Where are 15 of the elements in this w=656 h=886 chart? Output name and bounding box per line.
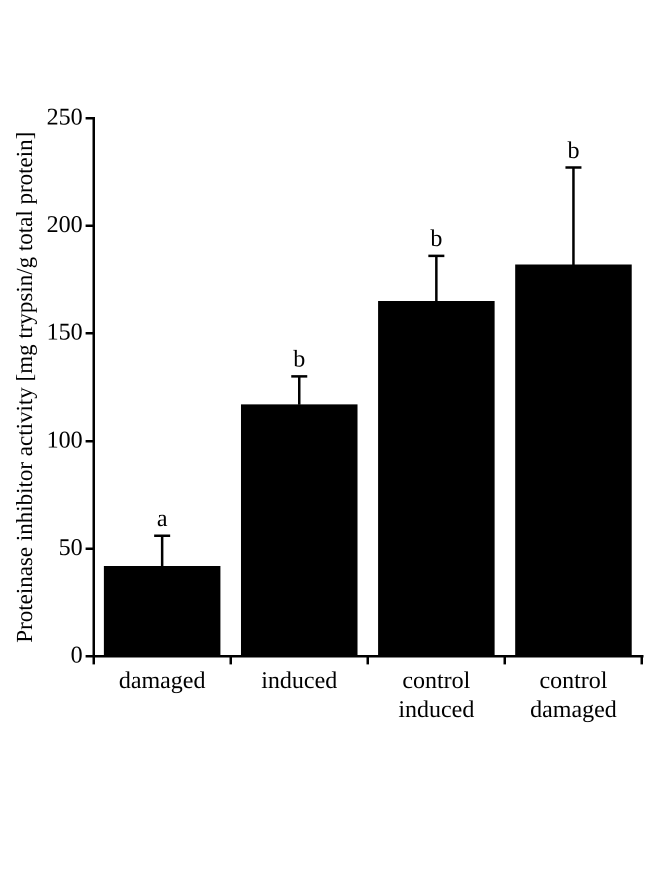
x-tick-label: induced — [261, 668, 338, 694]
x-tick-label: control damaged — [530, 668, 617, 723]
y-tick-label: 250 — [46, 104, 83, 130]
y-tick-label: 200 — [46, 212, 83, 238]
annotation: b — [430, 226, 442, 252]
x-tick-label: damaged — [118, 668, 206, 694]
annotation: b — [293, 346, 306, 373]
x-tick-label: control induced — [398, 668, 474, 723]
y-tick-label: 0 — [70, 642, 83, 669]
annotation: b — [567, 138, 580, 164]
y-axis-title: Proteinase inhibitor activity [mg trypsin/g total protein] — [12, 132, 37, 643]
annotation: a — [156, 506, 168, 532]
y-tick-label: 150 — [46, 320, 83, 346]
y-tick-label: 50 — [58, 535, 83, 562]
y-tick-label: 100 — [46, 427, 83, 454]
